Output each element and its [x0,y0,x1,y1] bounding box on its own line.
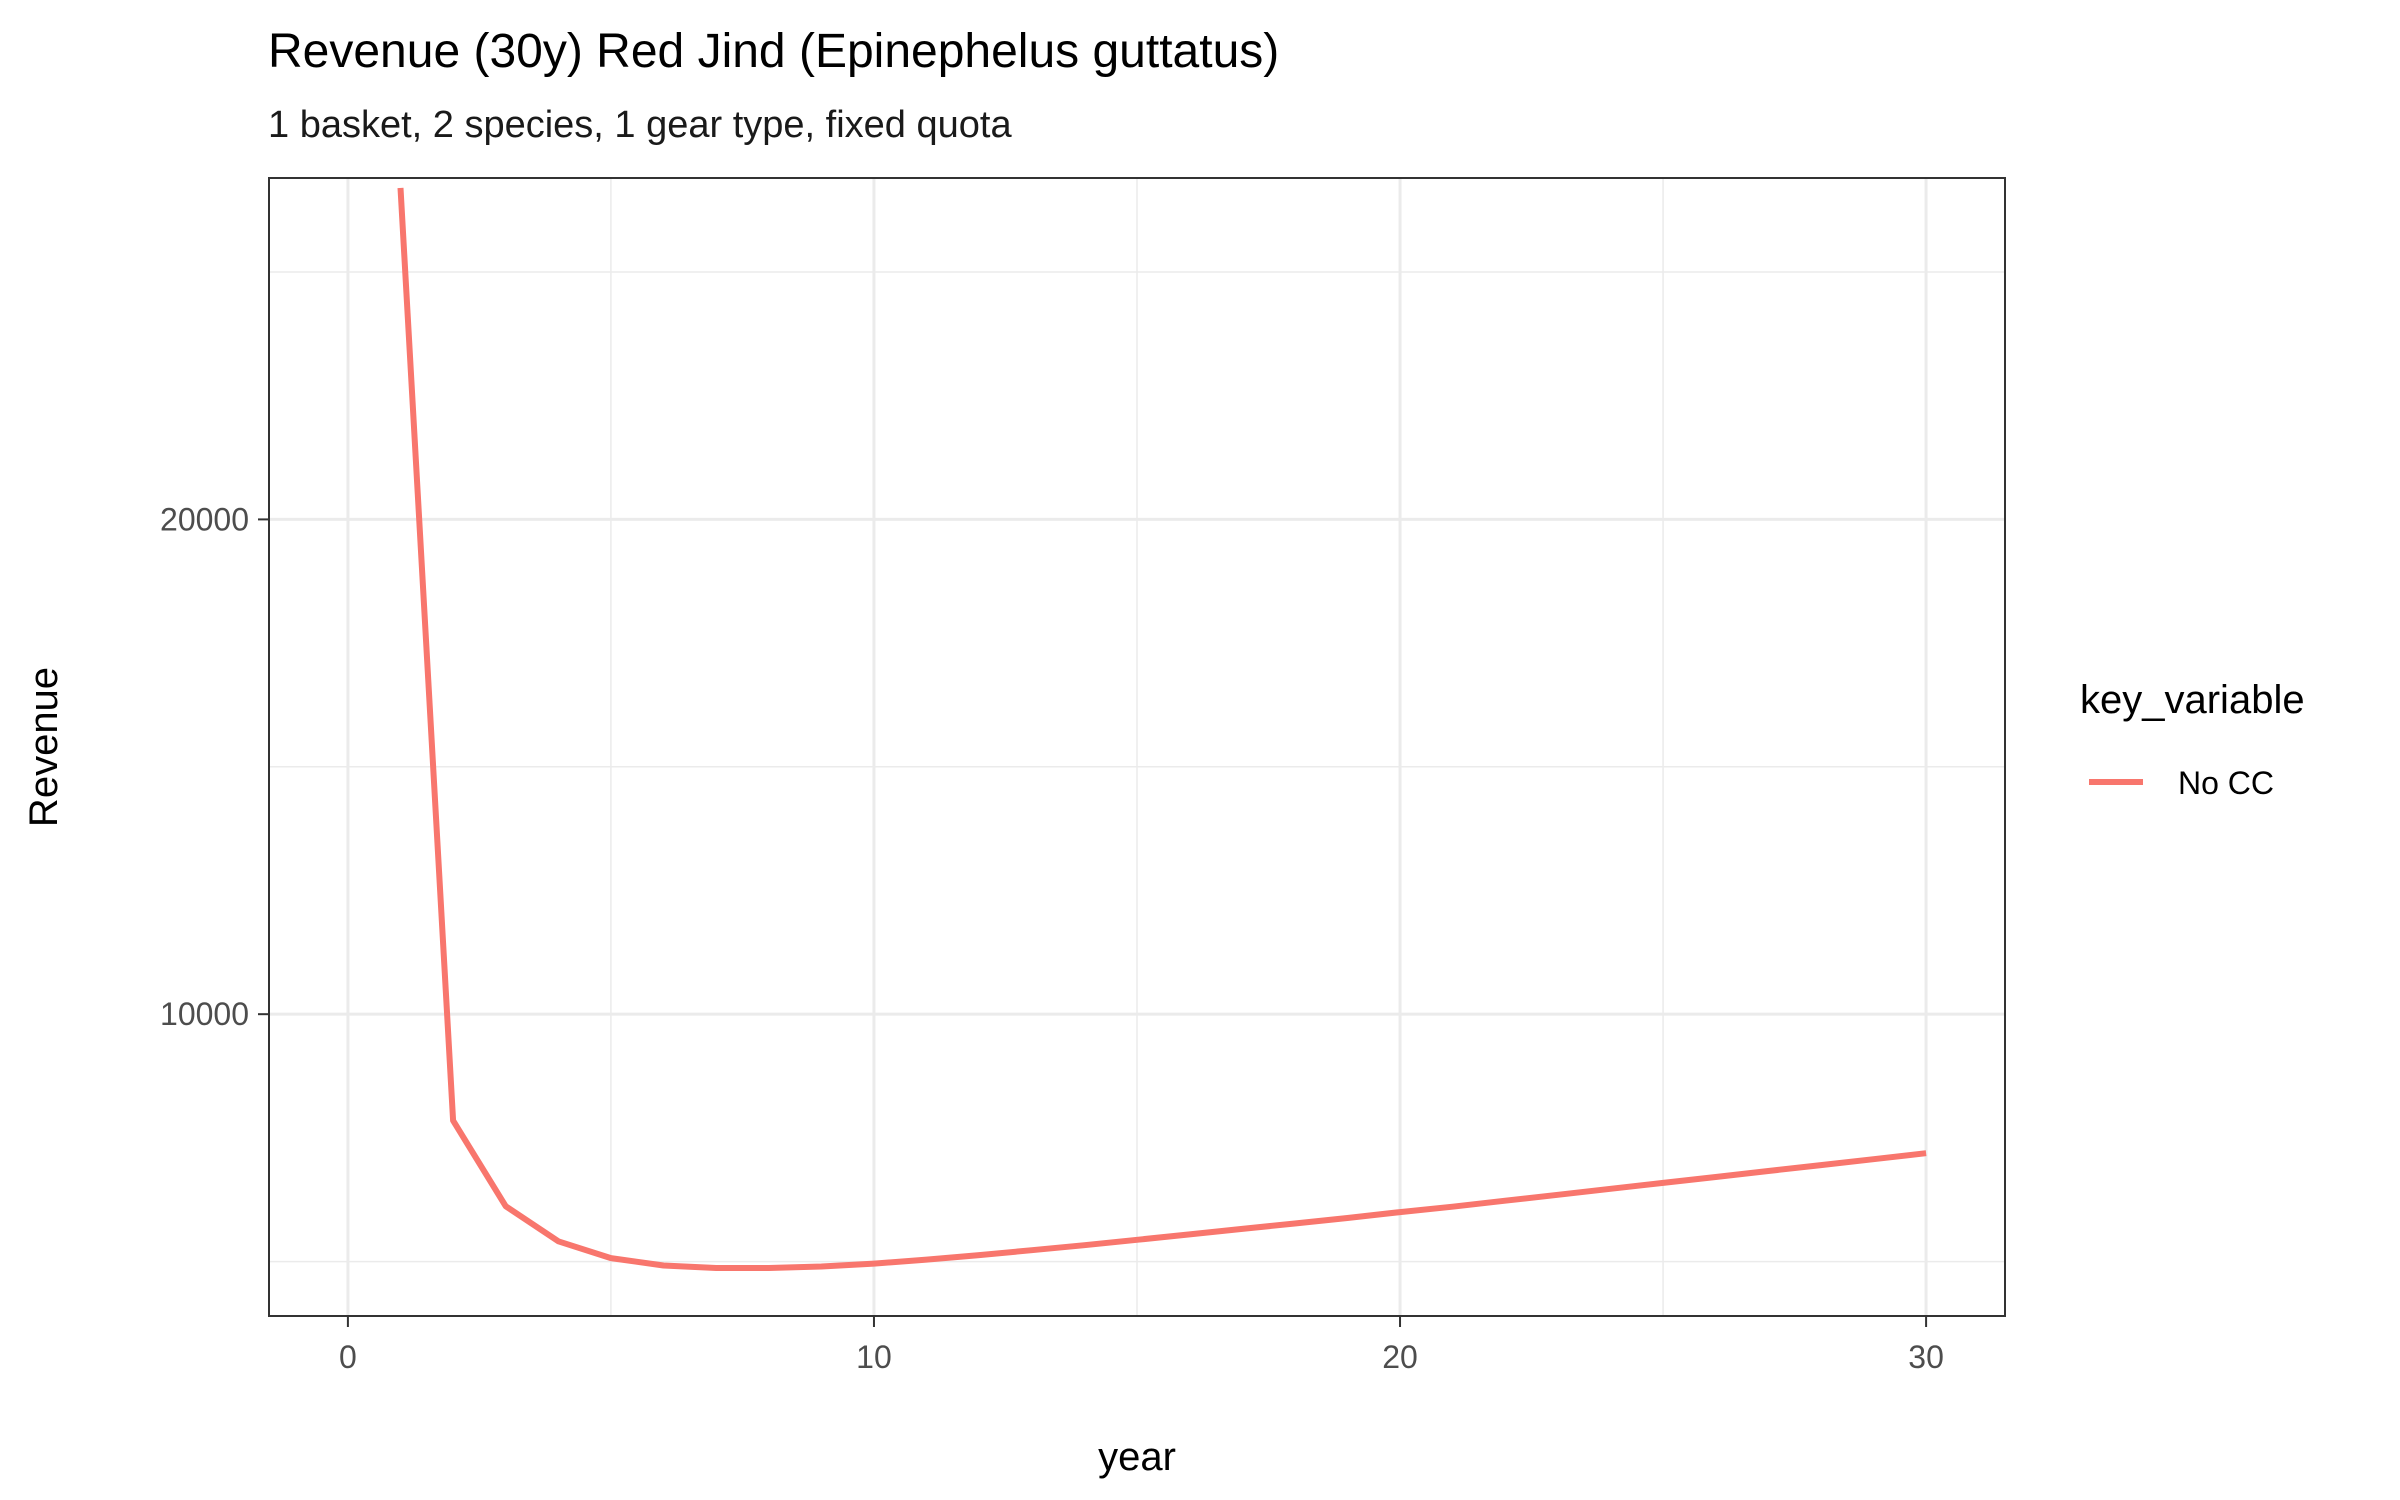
legend: key_variable No CC [2080,678,2305,801]
chart-subtitle: 1 basket, 2 species, 1 gear type, fixed … [268,104,1012,146]
y-tick-label: 20000 [160,501,249,537]
chart-title: Revenue (30y) Red Jind (Epinephelus gutt… [268,25,1279,78]
series-layer [397,187,1927,1271]
plot-border [268,177,2006,1317]
major-gridlines [269,178,2005,1316]
x-tick-label: 0 [339,1339,357,1375]
x-tick-label: 30 [1908,1339,1944,1375]
x-axis: 0 10 20 30 [339,1316,1944,1375]
series-line-no-cc [397,187,1927,1271]
legend-title: key_variable [2080,678,2305,722]
y-axis-title: Revenue [22,667,66,827]
legend-label-no-cc: No CC [2178,765,2274,801]
y-tick-label: 10000 [160,996,249,1032]
x-tick-label: 20 [1382,1339,1418,1375]
x-axis-title: year [1098,1435,1176,1479]
x-tick-label: 10 [856,1339,892,1375]
minor-gridlines [269,178,2005,1316]
y-axis: 10000 20000 [160,501,269,1032]
